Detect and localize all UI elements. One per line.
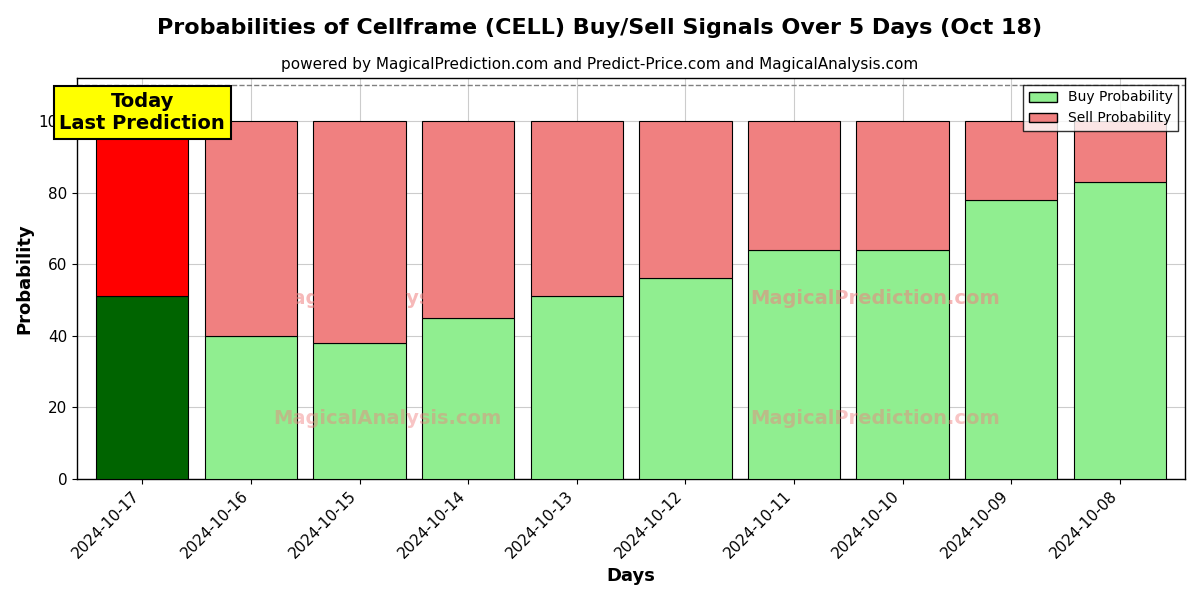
Text: Probabilities of Cellframe (CELL) Buy/Sell Signals Over 5 Days (Oct 18): Probabilities of Cellframe (CELL) Buy/Se… bbox=[157, 18, 1043, 38]
Bar bbox=[1074, 121, 1166, 182]
Bar bbox=[205, 121, 298, 335]
Bar bbox=[205, 335, 298, 479]
Text: powered by MagicalPrediction.com and Predict-Price.com and MagicalAnalysis.com: powered by MagicalPrediction.com and Pre… bbox=[281, 57, 919, 72]
Text: MagicalPrediction.com: MagicalPrediction.com bbox=[750, 409, 1000, 428]
Bar bbox=[1074, 182, 1166, 479]
Bar bbox=[748, 250, 840, 479]
Bar bbox=[530, 121, 623, 296]
Bar bbox=[965, 200, 1057, 479]
Bar bbox=[96, 296, 188, 479]
Text: MagicalAnalysis.com: MagicalAnalysis.com bbox=[274, 409, 502, 428]
Y-axis label: Probability: Probability bbox=[14, 223, 32, 334]
Bar bbox=[857, 121, 949, 250]
Text: Today
Last Prediction: Today Last Prediction bbox=[60, 92, 226, 133]
Text: MagicalAnalysis.com: MagicalAnalysis.com bbox=[274, 289, 502, 308]
Bar bbox=[422, 318, 515, 479]
Bar bbox=[640, 278, 732, 479]
Legend: Buy Probability, Sell Probability: Buy Probability, Sell Probability bbox=[1024, 85, 1178, 131]
Bar bbox=[857, 250, 949, 479]
Bar bbox=[640, 121, 732, 278]
Bar bbox=[422, 121, 515, 318]
Bar bbox=[96, 121, 188, 296]
Bar bbox=[313, 343, 406, 479]
Bar bbox=[530, 296, 623, 479]
Text: MagicalPrediction.com: MagicalPrediction.com bbox=[750, 289, 1000, 308]
X-axis label: Days: Days bbox=[607, 567, 655, 585]
Bar bbox=[748, 121, 840, 250]
Bar bbox=[313, 121, 406, 343]
Bar bbox=[965, 121, 1057, 200]
